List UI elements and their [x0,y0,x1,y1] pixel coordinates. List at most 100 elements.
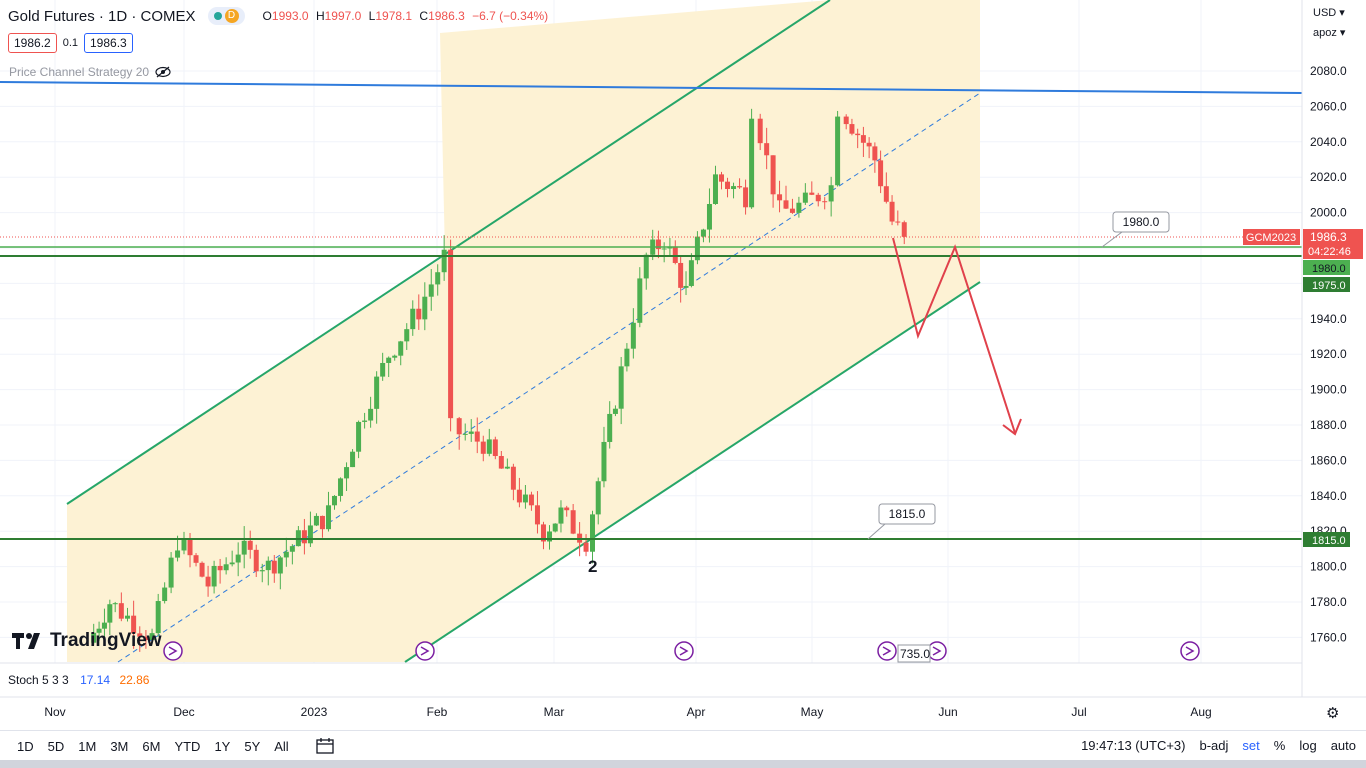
candle-body [815,194,821,202]
dividend-event-icon[interactable] [674,641,694,661]
candle-body [590,514,595,552]
timeframe-button-1d[interactable]: 1D [17,738,34,754]
last-price-tag [1303,229,1363,259]
candle-body [522,494,528,503]
candle-body [241,540,247,555]
earnings-flash-icon[interactable] [877,641,897,661]
tag-1815-text: 1815.0 [1312,535,1346,547]
chevron-right-icon [932,646,942,656]
dividend-event-icon[interactable] [163,641,183,661]
stoch-legend[interactable]: Stoch 5 3 3 17.14 22.86 [8,673,149,687]
timeframe-button-5y[interactable]: 5Y [244,738,261,754]
dividend-event-icon[interactable] [1180,641,1200,661]
candle-body [404,329,410,342]
candle-body [247,540,253,550]
timeframe-button-5d[interactable]: 5D [47,738,65,754]
timeframe-button-3m[interactable]: 3M [110,738,129,754]
time-tick-label: May [801,705,824,719]
candle-body [612,408,618,414]
candle-body [211,565,217,587]
dividend-event-icon[interactable] [927,641,947,661]
candle-body [534,505,540,525]
partial-label-box [897,644,931,663]
clock-time[interactable]: 19:47:13 (UTC+3) [1081,738,1186,753]
projection-arrowhead [1002,418,1022,436]
timeframe-button-ytd[interactable]: YTD [174,738,201,754]
ask-button[interactable]: 1986.3 [84,33,133,53]
event-markers[interactable] [163,641,1200,661]
candle-body [822,201,828,203]
time-tick-label: Aug [1190,705,1211,719]
auto-scale-toggle[interactable]: auto [1330,738,1356,753]
channel-midline [117,92,981,663]
candle-body [789,208,795,213]
gear-icon[interactable]: ⚙ [1326,705,1340,722]
candle-body [205,576,211,587]
timeframe-button-1y[interactable]: 1Y [214,738,231,754]
percent-scale-toggle[interactable]: % [1273,738,1286,753]
candle-body [552,523,558,532]
timeframe-button-all[interactable]: All [274,738,289,754]
candle-body [688,260,694,286]
candle-body [809,192,815,195]
high-label: H [315,9,325,23]
timeframe-button-6m[interactable]: 6M [142,738,161,754]
candle-body [737,186,743,188]
indicator-legend[interactable]: Price Channel Strategy 20 [9,65,171,79]
symbol-title[interactable]: Gold Futures · 1D · COMEX [8,7,196,25]
candle-body [849,124,855,134]
callout-1980-box[interactable] [1112,211,1170,233]
currency-label: USD [1313,7,1337,19]
tradingview-wordmark: TradingView [50,630,162,651]
candle-body [338,478,344,496]
candle-body [441,249,447,273]
back-adjust-toggle[interactable]: b-adj [1199,738,1229,753]
candle-body [332,495,337,506]
candle-body [223,564,229,571]
price-tick-label: 1860.0 [1310,453,1347,467]
callout-1815-box[interactable] [878,503,936,525]
price-axis-bg[interactable] [1303,0,1366,697]
candle-body [181,539,187,551]
timeframe-button-1m[interactable]: 1M [78,738,97,754]
eye-off-icon[interactable] [155,66,171,78]
tag-1975-text: 1975.0 [1312,280,1346,292]
open-value: 1993.0 [271,9,309,23]
log-scale-toggle[interactable]: log [1299,738,1317,753]
time-axis[interactable]: Nov Dec 2023 Feb Mar Apr May Jun Jul Aug [44,705,1211,719]
chevron-right-icon [168,646,178,656]
session-selector[interactable]: apoz ▾ [1313,26,1345,39]
candle-body [398,341,404,356]
price-chart[interactable]: 1980.0 1815.0 2 735.0 2080.0 2060.0 2040.0… [0,0,1366,730]
candle-body [510,466,516,490]
callout-1980-text: 1980.0 [1123,215,1160,229]
candle-body [486,439,492,454]
bid-button[interactable]: 1986.2 [8,33,57,53]
candle-body [731,186,737,190]
resistance-line [0,81,1303,94]
candle-body [319,515,325,530]
dividend-event-icon[interactable] [415,641,435,661]
price-tick-label: 1760.0 [1310,630,1347,644]
currency-selector[interactable]: USD ▾ [1313,6,1345,19]
settlement-toggle[interactable]: set [1242,738,1260,753]
candle-body [672,246,678,263]
spread-value: 0.1 [62,37,78,49]
candle-body [855,133,861,136]
status-badges[interactable]: D [207,7,245,25]
timeframe-buttons: 1D 5D 1M 3M 6M YTD 1Y 5Y All [0,737,292,756]
price-tick-label: 1840.0 [1310,489,1347,503]
candle-body [764,143,770,156]
candle-body [480,441,486,454]
candle-body [289,546,295,552]
symbol-tag [1243,229,1300,245]
candle-body [655,239,661,250]
candle-body [386,357,392,363]
candle-body [362,420,368,422]
calendar-range-icon[interactable] [316,738,334,754]
open-label: O [262,9,272,23]
candle-body [878,160,884,187]
close-label: C [419,9,429,23]
time-tick-label: Feb [427,705,448,719]
candle-body [595,481,601,515]
